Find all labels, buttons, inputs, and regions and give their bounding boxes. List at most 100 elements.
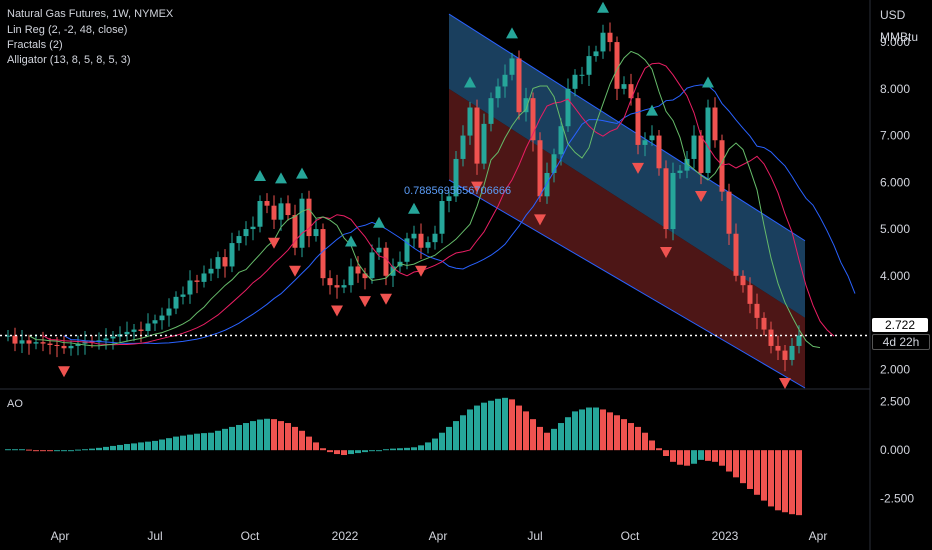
ao-bar xyxy=(761,450,767,501)
ao-bar xyxy=(558,423,564,451)
candle-body xyxy=(292,215,298,248)
ao-bar xyxy=(306,436,312,451)
candle-body xyxy=(600,32,606,52)
candle-body xyxy=(628,84,634,99)
fractal-down-marker xyxy=(380,293,392,305)
ao-bar xyxy=(33,450,39,452)
ao-bar xyxy=(369,450,375,452)
candle-body xyxy=(229,243,235,267)
candle-body xyxy=(145,323,151,331)
ao-bar xyxy=(320,448,326,451)
ao-bar xyxy=(355,450,361,454)
candle-body xyxy=(355,266,361,274)
ao-bar xyxy=(124,443,130,451)
candle-body xyxy=(306,198,312,237)
candle-body xyxy=(194,280,200,282)
candle-body xyxy=(327,278,333,286)
ao-bar xyxy=(201,433,207,451)
candle-body xyxy=(5,335,11,337)
ao-bar xyxy=(530,419,536,451)
candle-body xyxy=(362,273,368,279)
candle-body xyxy=(460,135,466,159)
ao-bar xyxy=(502,397,508,451)
ao-bar xyxy=(691,450,697,464)
ao-label[interactable]: AO xyxy=(7,398,23,410)
candle-body xyxy=(740,275,746,286)
candle-body xyxy=(621,84,627,89)
ao-bar xyxy=(565,417,571,451)
fractal-down-marker xyxy=(289,265,301,277)
candle-body xyxy=(376,247,382,253)
ao-bar xyxy=(285,423,291,451)
candle-body xyxy=(215,257,221,269)
ao-bar xyxy=(215,430,221,451)
ao-bar xyxy=(698,450,704,460)
candle-body xyxy=(663,168,669,230)
ao-tick-label: 2.500 xyxy=(880,395,910,409)
ao-bar xyxy=(740,450,746,484)
candle-body xyxy=(26,340,32,344)
candle-body xyxy=(523,98,529,113)
regression-channel-upper xyxy=(449,14,805,318)
candle-body xyxy=(551,154,557,173)
ao-bar xyxy=(600,409,606,451)
ao-bar xyxy=(54,450,60,452)
ao-bar xyxy=(789,450,795,515)
ao-bar xyxy=(677,450,683,465)
y-tick-label: 8.000 xyxy=(880,82,910,96)
fractal-up-marker xyxy=(296,167,308,179)
candle-body xyxy=(635,98,641,145)
candle-body xyxy=(754,303,760,318)
ao-bar xyxy=(460,415,466,451)
y-tick-label: 6.000 xyxy=(880,175,910,189)
candle-body xyxy=(201,273,207,282)
ao-bar xyxy=(271,419,277,451)
ao-bar xyxy=(250,421,256,451)
candle-body xyxy=(89,341,95,343)
alligator-jaw-line xyxy=(63,84,856,345)
ao-bar xyxy=(313,442,319,451)
ao-bar xyxy=(467,409,473,451)
candle-body xyxy=(47,343,53,345)
ao-bar xyxy=(509,399,515,451)
ao-bar xyxy=(712,450,718,462)
candle-body xyxy=(467,107,473,136)
candle-body xyxy=(75,343,81,346)
ao-bar xyxy=(425,442,431,451)
fractal-down-marker xyxy=(58,366,70,378)
ao-bar xyxy=(61,450,67,452)
ao-bar xyxy=(593,407,599,451)
ao-bar xyxy=(208,432,214,451)
ao-bar xyxy=(684,450,690,466)
candle-body xyxy=(656,135,662,169)
indicator-fractals[interactable]: Fractals (2) xyxy=(7,39,63,51)
fractal-down-marker xyxy=(359,296,371,308)
ao-bar xyxy=(152,440,158,451)
candle-body xyxy=(488,98,494,124)
candle-body xyxy=(110,336,116,339)
candle-body xyxy=(278,203,284,220)
ao-bar xyxy=(75,449,81,451)
candle-body xyxy=(747,285,753,304)
fractal-down-marker xyxy=(779,377,791,389)
fractal-up-marker xyxy=(254,170,266,182)
indicator-linreg[interactable]: Lin Reg (2, -2, 48, close) xyxy=(7,24,128,36)
ao-bar xyxy=(327,450,333,453)
fractal-up-marker xyxy=(373,216,385,228)
ao-bar xyxy=(376,450,382,452)
ao-bar xyxy=(159,439,165,451)
candle-body xyxy=(243,229,249,237)
candle-body xyxy=(726,191,732,234)
ao-bar xyxy=(341,450,347,456)
fractal-up-marker xyxy=(506,27,518,39)
candle-body xyxy=(285,203,291,216)
candle-body xyxy=(719,140,725,192)
ao-histogram xyxy=(5,397,802,516)
candle-body xyxy=(271,205,277,220)
ao-bar xyxy=(768,450,774,507)
ao-bar xyxy=(194,433,200,451)
bar-countdown: 4d 22h xyxy=(872,334,930,350)
candle-body xyxy=(418,233,424,248)
indicator-alligator[interactable]: Alligator (13, 8, 5, 8, 5, 3) xyxy=(7,54,131,66)
